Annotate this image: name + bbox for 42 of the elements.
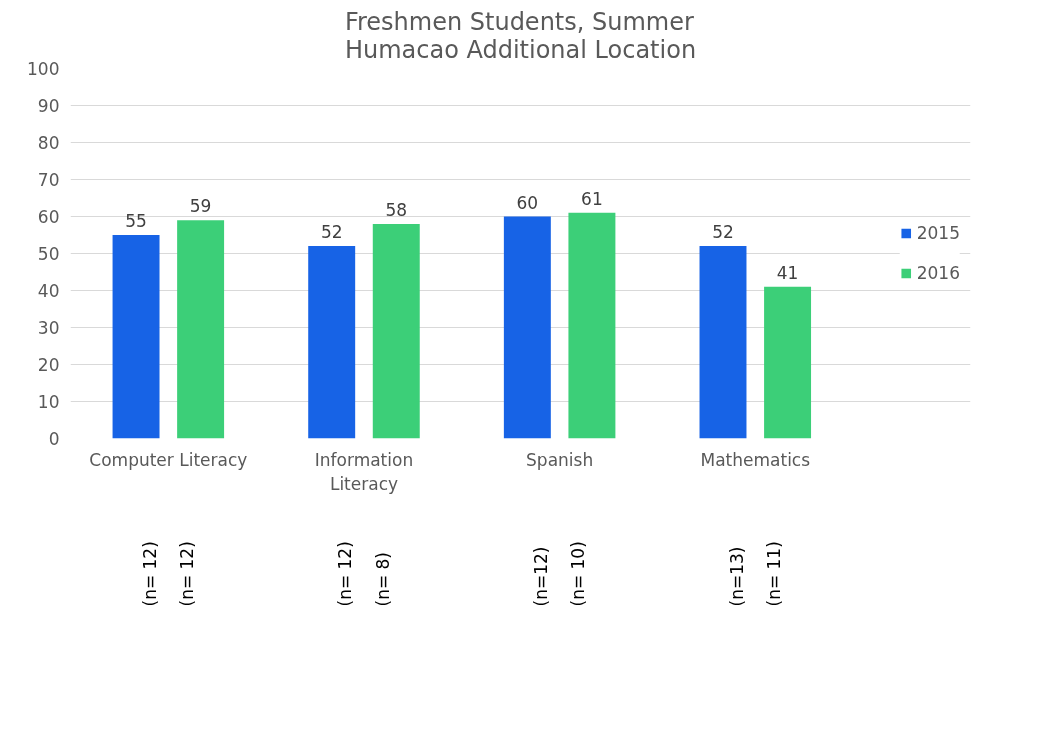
text: (n= 12): [335, 541, 356, 607]
y-tick-label: 80: [37, 133, 60, 153]
x-tick-label: Computer Literacy: [89, 449, 248, 470]
x-tick-label: Spanish: [526, 449, 594, 470]
bar: [764, 286, 812, 439]
y-tick-label: 30: [37, 318, 60, 338]
data-label: 52: [712, 222, 734, 243]
bar: [699, 246, 747, 439]
text: (n= 11): [763, 541, 784, 607]
x-tick-label: Mathematics: [700, 449, 811, 470]
data-label: 55: [125, 211, 147, 231]
y-tick-label: 100: [27, 59, 60, 79]
y-tick-label: 60: [37, 207, 60, 227]
legend-label: 2016: [916, 263, 960, 283]
text: (n= 12): [176, 541, 197, 607]
y-tick-label: 90: [37, 96, 60, 116]
data-label: 58: [385, 199, 408, 220]
bar: [568, 212, 616, 439]
data-label: 41: [776, 262, 799, 283]
chart-title: Freshmen Students, Summer Humacao Additional Location: [344, 7, 697, 64]
y-tick-label: 20: [37, 355, 60, 375]
data-label: 52: [320, 222, 343, 243]
bar: [503, 216, 551, 439]
bar: [177, 220, 225, 439]
text: (n= 12): [139, 541, 160, 607]
y-tick-label: 50: [37, 244, 60, 264]
text: (n= 8): [372, 551, 393, 607]
y-tick-label: 10: [37, 392, 60, 412]
bar: [372, 223, 420, 439]
data-label: 60: [516, 192, 539, 213]
y-tick-label: 70: [37, 170, 60, 190]
x-tick-label: Information Literacy: [314, 449, 414, 494]
data-label: 59: [189, 196, 212, 217]
data-label: 61: [581, 188, 603, 209]
text: (n=13): [726, 546, 747, 607]
text: (n= 10): [568, 541, 589, 607]
text: (n=12): [531, 546, 552, 607]
y-tick-label: 40: [37, 281, 60, 301]
legend-label: 2015: [916, 223, 960, 243]
bar: [112, 235, 160, 439]
bar: [308, 246, 356, 439]
y-tick-label: 0: [48, 429, 60, 449]
